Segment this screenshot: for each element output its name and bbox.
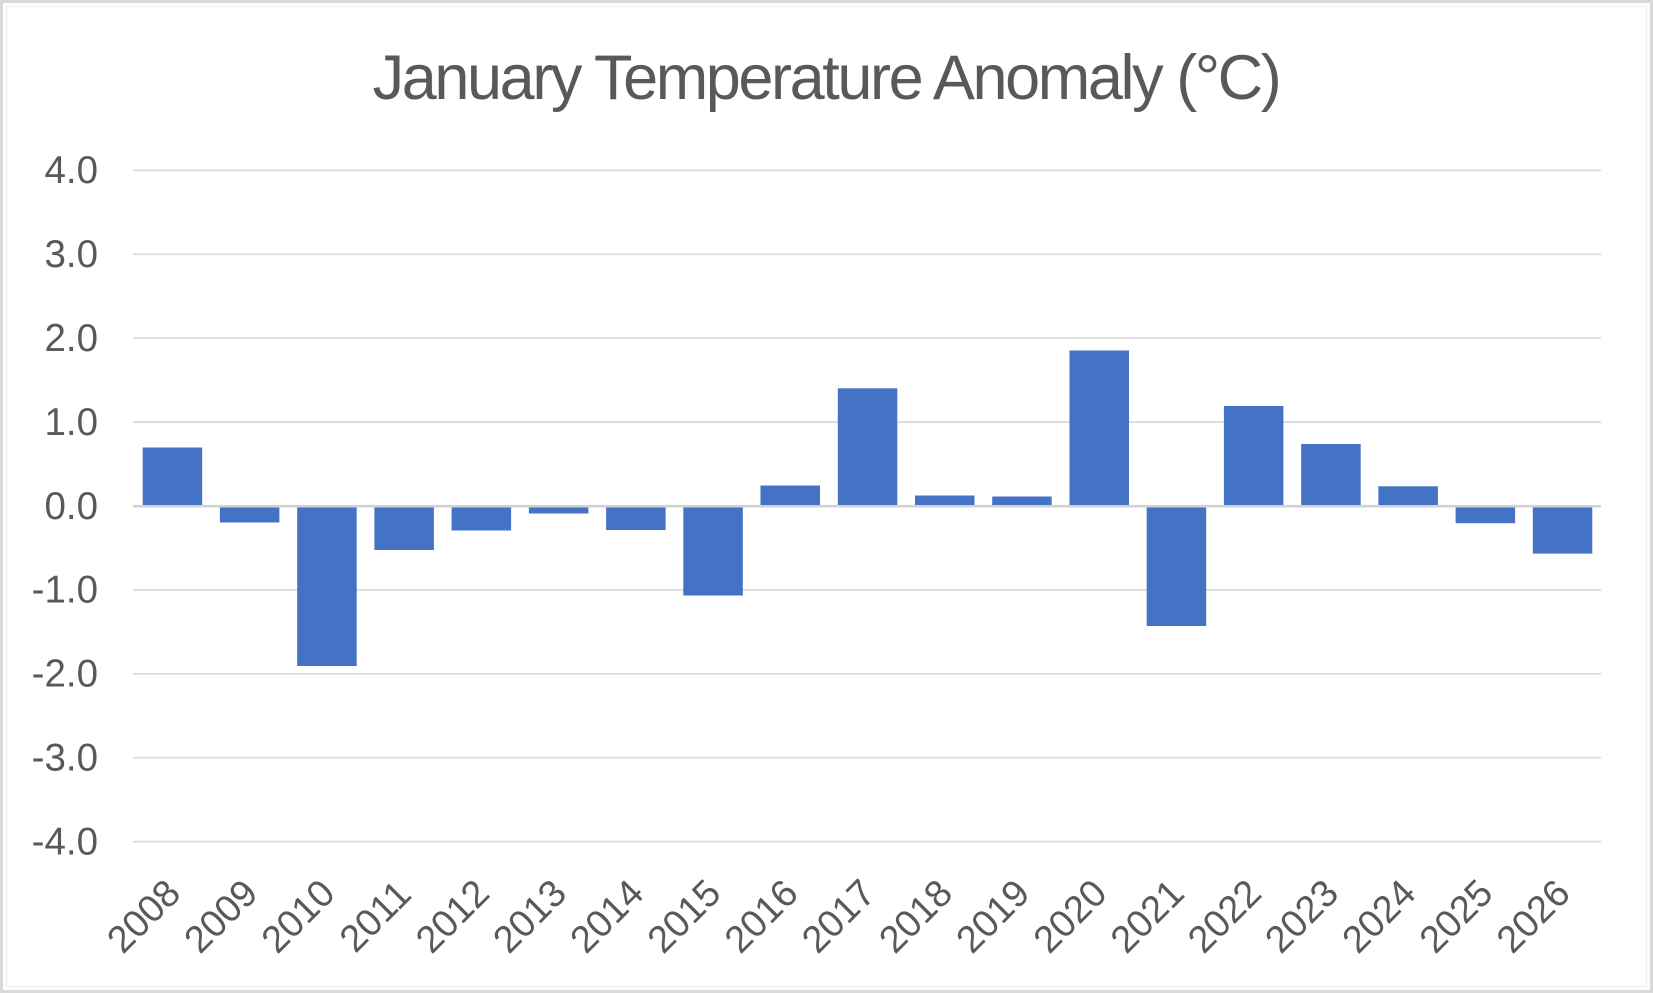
svg-text:3.0: 3.0 [44,233,98,276]
svg-text:4.0: 4.0 [44,149,98,192]
svg-text:2.0: 2.0 [44,317,98,360]
svg-text:1.0: 1.0 [44,401,98,444]
svg-text:-1.0: -1.0 [32,569,98,612]
svg-text:-4.0: -4.0 [32,820,98,863]
svg-text:-3.0: -3.0 [32,736,98,779]
svg-text:0.0: 0.0 [44,485,98,528]
svg-text:-2.0: -2.0 [32,653,98,696]
svg-text:January Temperature Anomaly (°: January Temperature Anomaly (°C) [373,43,1280,113]
